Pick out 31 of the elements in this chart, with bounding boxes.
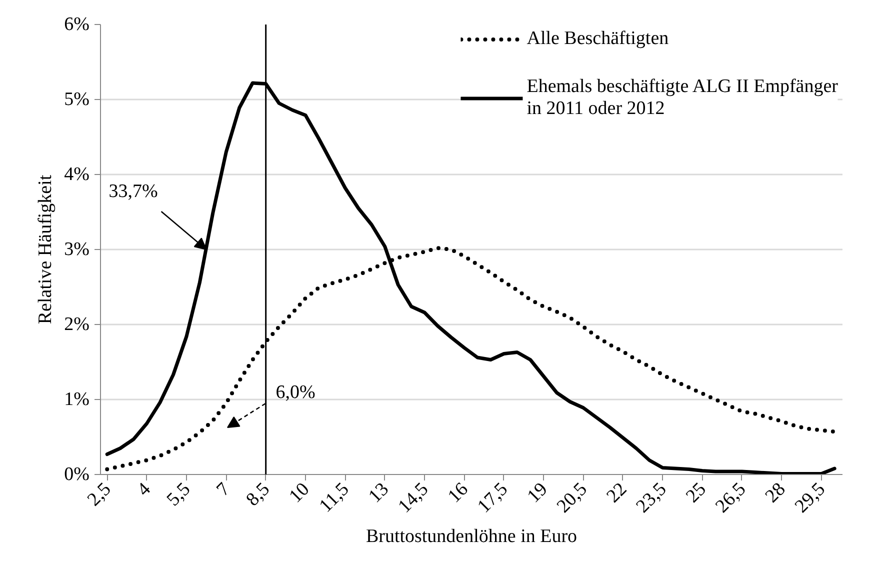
- x-tick-label: 14,5: [394, 478, 433, 518]
- x-tick-label: 7: [212, 478, 234, 500]
- x-tick-label: 20,5: [553, 478, 592, 518]
- y-tick-label: 3%: [64, 239, 90, 260]
- legend-label: Alle Beschäftigten: [526, 28, 669, 50]
- x-tick-label: 28: [762, 478, 790, 508]
- y-tick-label: 2%: [64, 314, 90, 335]
- y-tick-label: 0%: [64, 464, 90, 485]
- x-tick-label: 11,5: [315, 478, 354, 517]
- y-axis-title: Relative Häufigkeit: [35, 174, 56, 324]
- x-tick-label: 8,5: [242, 478, 274, 510]
- legend-label: Ehemals beschäftigte ALG II Empfänger in 2011 oder 2012: [526, 76, 838, 120]
- y-tick-label: 5%: [64, 89, 90, 110]
- x-tick-label: 16: [444, 478, 472, 508]
- x-tick-label: 5,5: [162, 478, 195, 510]
- y-tick-label: 4%: [64, 164, 90, 185]
- x-tick-label: 13: [364, 478, 393, 508]
- x-tick-label: 17,5: [474, 478, 512, 518]
- x-axis-title: Bruttostundenlöhne in Euro: [366, 526, 578, 548]
- y-tick-label: 6%: [64, 14, 90, 35]
- x-tick-label: 4: [133, 478, 156, 500]
- x-tick-label: 26,5: [712, 478, 750, 518]
- x-tick-label: 25: [682, 478, 710, 508]
- x-tick-label: 19: [523, 478, 552, 508]
- x-tick-label: 29,5: [791, 478, 830, 518]
- x-tick-label: 23,5: [632, 478, 671, 518]
- y-tick-label: 1%: [64, 389, 90, 410]
- annotation: 33,7%: [108, 181, 158, 202]
- x-tick-label: 22: [602, 478, 632, 508]
- x-tick-label: 10: [285, 478, 314, 508]
- annotation: 6,0%: [276, 382, 316, 403]
